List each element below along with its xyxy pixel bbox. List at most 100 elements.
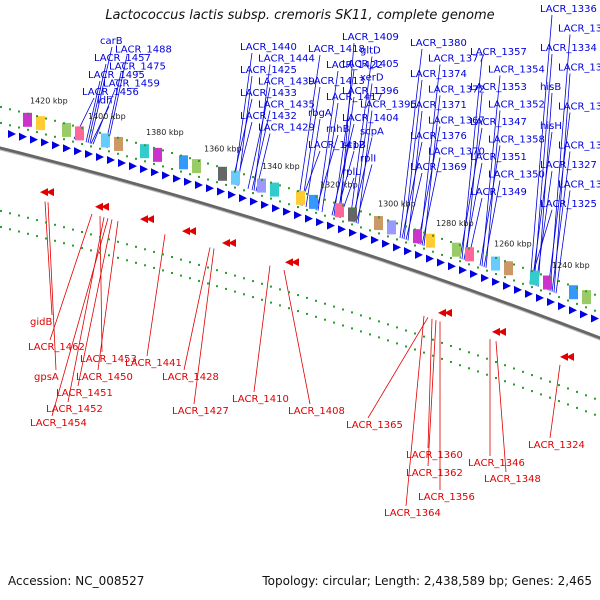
tick-dot bbox=[171, 272, 173, 274]
forward-gene-arrow bbox=[52, 141, 60, 150]
tick-dot bbox=[216, 269, 218, 272]
tick-dot bbox=[207, 266, 209, 269]
tick-dot bbox=[351, 223, 353, 226]
gene-labels: 1420 kbp 1400 kbp 1380 kbp 1360 kbp 1340 kbp… bbox=[28, 4, 600, 519]
tick-dot bbox=[522, 266, 524, 269]
forward-gene-label-ldh: ldh bbox=[97, 96, 112, 107]
tick-dot bbox=[63, 226, 65, 229]
tick-dot bbox=[72, 228, 74, 231]
reverse-gene-arrow bbox=[438, 308, 446, 317]
reverse-gene-arrow bbox=[444, 308, 452, 317]
reverse-gene-label-lacr-1364: LACR_1364 bbox=[384, 508, 441, 519]
feature-block bbox=[192, 159, 201, 174]
forward-gene-arrow bbox=[459, 266, 467, 275]
tick-dot bbox=[495, 257, 497, 259]
forward-gene-label-lacr-1353: LACR_1353 bbox=[470, 82, 527, 93]
tick-dot bbox=[144, 144, 146, 147]
tick-dot bbox=[423, 335, 425, 338]
forward-gene-label-lacr-1326: LACR_1326 bbox=[558, 180, 600, 191]
tick-dot bbox=[279, 184, 281, 187]
tick-dot bbox=[306, 192, 308, 195]
forward-gene-connector bbox=[551, 151, 571, 292]
tick-dot bbox=[504, 260, 506, 263]
tick-dot bbox=[315, 315, 317, 318]
tick-dot bbox=[486, 253, 488, 256]
tick-dot bbox=[585, 306, 587, 309]
tick-dot bbox=[270, 285, 272, 288]
tick-dot bbox=[441, 357, 443, 360]
tick-dot bbox=[180, 274, 182, 277]
tick-dot bbox=[405, 329, 407, 332]
tick-dot bbox=[72, 244, 74, 247]
forward-gene-connector bbox=[297, 54, 321, 205]
feature-block bbox=[348, 207, 357, 222]
tick-dot bbox=[459, 244, 461, 247]
tick-dot bbox=[216, 285, 218, 288]
forward-gene-label-lacr-1444: LACR_1444 bbox=[258, 54, 315, 65]
forward-gene-label-lacr-1404: LACR_1404 bbox=[342, 113, 399, 124]
tick-dot bbox=[162, 253, 164, 256]
tick-dot bbox=[414, 228, 416, 231]
reverse-gene-connector bbox=[405, 315, 425, 507]
reverse-gene-arrow bbox=[140, 215, 148, 224]
tick-dot bbox=[297, 294, 299, 297]
tick-dot bbox=[117, 152, 119, 155]
tick-dot bbox=[27, 128, 29, 131]
forward-gene-arrow bbox=[382, 239, 390, 248]
forward-gene-label-rbga: rbgA bbox=[308, 108, 332, 119]
tick-dot bbox=[315, 211, 317, 214]
forward-gene-label-lacr-1335: LACR_1335 bbox=[558, 24, 600, 35]
tick-dot bbox=[477, 266, 479, 269]
tick-dot bbox=[234, 290, 236, 293]
tick-dot bbox=[594, 293, 596, 296]
forward-gene-arrow bbox=[580, 310, 588, 319]
tick-dot bbox=[540, 273, 542, 276]
position-label-1240-kbp: 1240 kbp bbox=[552, 261, 590, 270]
tick-dot bbox=[135, 261, 137, 264]
forward-gene-arrow bbox=[470, 270, 478, 279]
tick-dot bbox=[189, 173, 191, 176]
tick-dot bbox=[486, 357, 488, 360]
forward-gene-connector bbox=[459, 127, 483, 259]
reverse-gene-arrow bbox=[228, 238, 236, 247]
feature-block bbox=[218, 166, 227, 181]
tick-dot bbox=[90, 249, 92, 252]
tick-dot bbox=[261, 194, 263, 197]
forward-gene-arrow bbox=[151, 168, 159, 177]
feature-block bbox=[491, 256, 500, 271]
tick-dot bbox=[216, 181, 218, 184]
position-label-1400-kbp: 1400 kbp bbox=[88, 112, 126, 121]
tick-dot bbox=[324, 198, 326, 201]
tick-dot bbox=[108, 254, 110, 257]
reverse-gene-arrow bbox=[146, 215, 154, 224]
forward-gene-arrow bbox=[162, 171, 170, 180]
feature-block bbox=[75, 126, 84, 141]
tick-dot bbox=[45, 221, 47, 224]
forward-gene-arrow bbox=[228, 190, 236, 199]
reverse-gene-arrow bbox=[182, 227, 190, 236]
forward-gene-label-lacr-1380: LACR_1380 bbox=[410, 38, 467, 49]
forward-gene-connector bbox=[479, 145, 501, 266]
tick-dot bbox=[423, 231, 425, 234]
tick-dot bbox=[54, 119, 56, 122]
forward-gene-label-lacr-1377: LACR_1377 bbox=[428, 54, 485, 65]
forward-gene-label-lacr-1376: LACR_1376 bbox=[410, 131, 467, 142]
forward-gene-arrow bbox=[140, 165, 148, 174]
forward-gene-label-lacr-1429: LACR_1429 bbox=[258, 123, 315, 134]
reverse-gene-label-lacr-1452: LACR_1452 bbox=[46, 404, 103, 415]
tick-dot bbox=[117, 136, 119, 139]
reverse-gene-label-lacr-1462: LACR_1462 bbox=[28, 342, 85, 353]
forward-gene-arrow bbox=[415, 250, 423, 259]
tick-dot bbox=[270, 197, 272, 200]
backbone-arc bbox=[0, 146, 600, 340]
tick-dot bbox=[369, 213, 371, 216]
position-ticks bbox=[0, 106, 596, 416]
tick-dot bbox=[351, 311, 353, 314]
tick-dot bbox=[378, 320, 380, 323]
tick-dot bbox=[225, 183, 227, 186]
forward-gene-label-lacr-1456: LACR_1456 bbox=[82, 87, 139, 98]
forward-gene-label-lacr-1495: LACR_1495 bbox=[88, 70, 145, 81]
gene-tracks bbox=[0, 112, 600, 361]
tick-dot bbox=[351, 207, 353, 210]
forward-gene-arrow bbox=[272, 204, 280, 213]
